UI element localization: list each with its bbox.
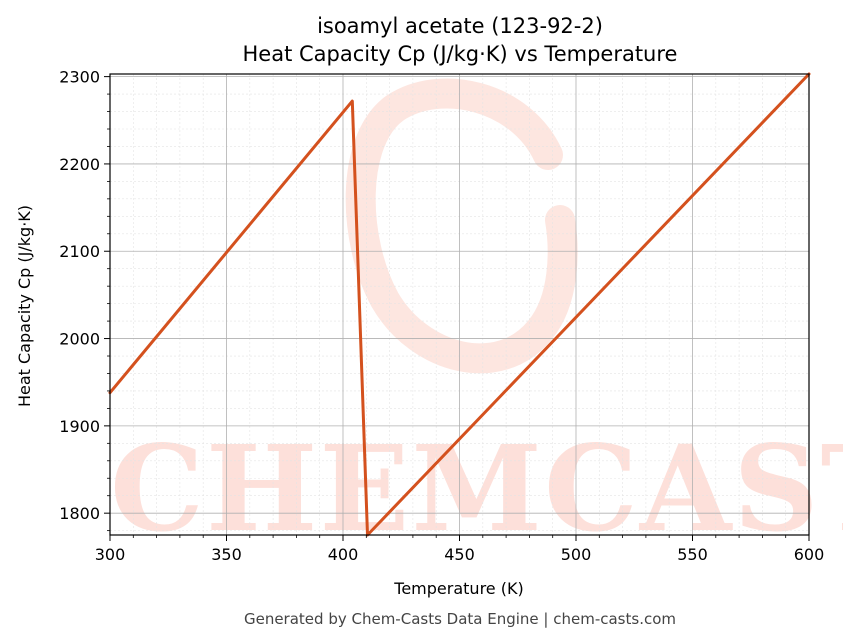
y-axis-label: Heat Capacity Cp (J/kg·K) xyxy=(15,205,34,407)
y-tick-label: 2300 xyxy=(59,68,100,87)
series-line xyxy=(108,72,811,537)
watermark-text: CHEMCASTS xyxy=(110,419,843,558)
x-tick-label: 600 xyxy=(794,545,825,564)
chart-title: isoamyl acetate (123-92-2) xyxy=(317,14,603,38)
x-tick-label: 400 xyxy=(328,545,359,564)
x-axis-label: Temperature (K) xyxy=(393,579,523,598)
x-tick-label: 350 xyxy=(211,545,242,564)
y-tick-label: 1800 xyxy=(59,504,100,523)
y-axis-ticks: 1800 1900 2000 2100 2200 2300 xyxy=(59,68,110,532)
x-tick-label: 300 xyxy=(95,545,126,564)
x-tick-label: 450 xyxy=(444,545,475,564)
x-tick-label: 550 xyxy=(677,545,708,564)
x-axis-ticks: 300 350 400 450 500 550 600 xyxy=(95,535,825,564)
chart-subtitle: Heat Capacity Cp (J/kg·K) vs Temperature xyxy=(243,42,678,66)
x-tick-label: 500 xyxy=(561,545,592,564)
y-tick-label: 2100 xyxy=(59,242,100,261)
y-tick-label: 2200 xyxy=(59,155,100,174)
chemcasts-watermark: CHEMCASTS xyxy=(110,78,843,558)
footer-credit: Generated by Chem-Casts Data Engine | ch… xyxy=(244,610,676,628)
y-tick-label: 1900 xyxy=(59,417,100,436)
y-tick-label: 2000 xyxy=(59,330,100,349)
series-group xyxy=(108,72,811,537)
watermark-swirl xyxy=(345,78,578,374)
